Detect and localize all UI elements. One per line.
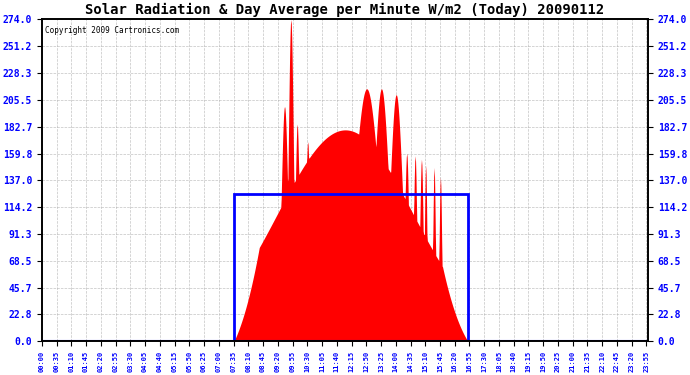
Bar <box>234 195 468 341</box>
Text: Copyright 2009 Cartronics.com: Copyright 2009 Cartronics.com <box>45 26 179 35</box>
Title: Solar Radiation & Day Average per Minute W/m2 (Today) 20090112: Solar Radiation & Day Average per Minute… <box>86 3 604 17</box>
